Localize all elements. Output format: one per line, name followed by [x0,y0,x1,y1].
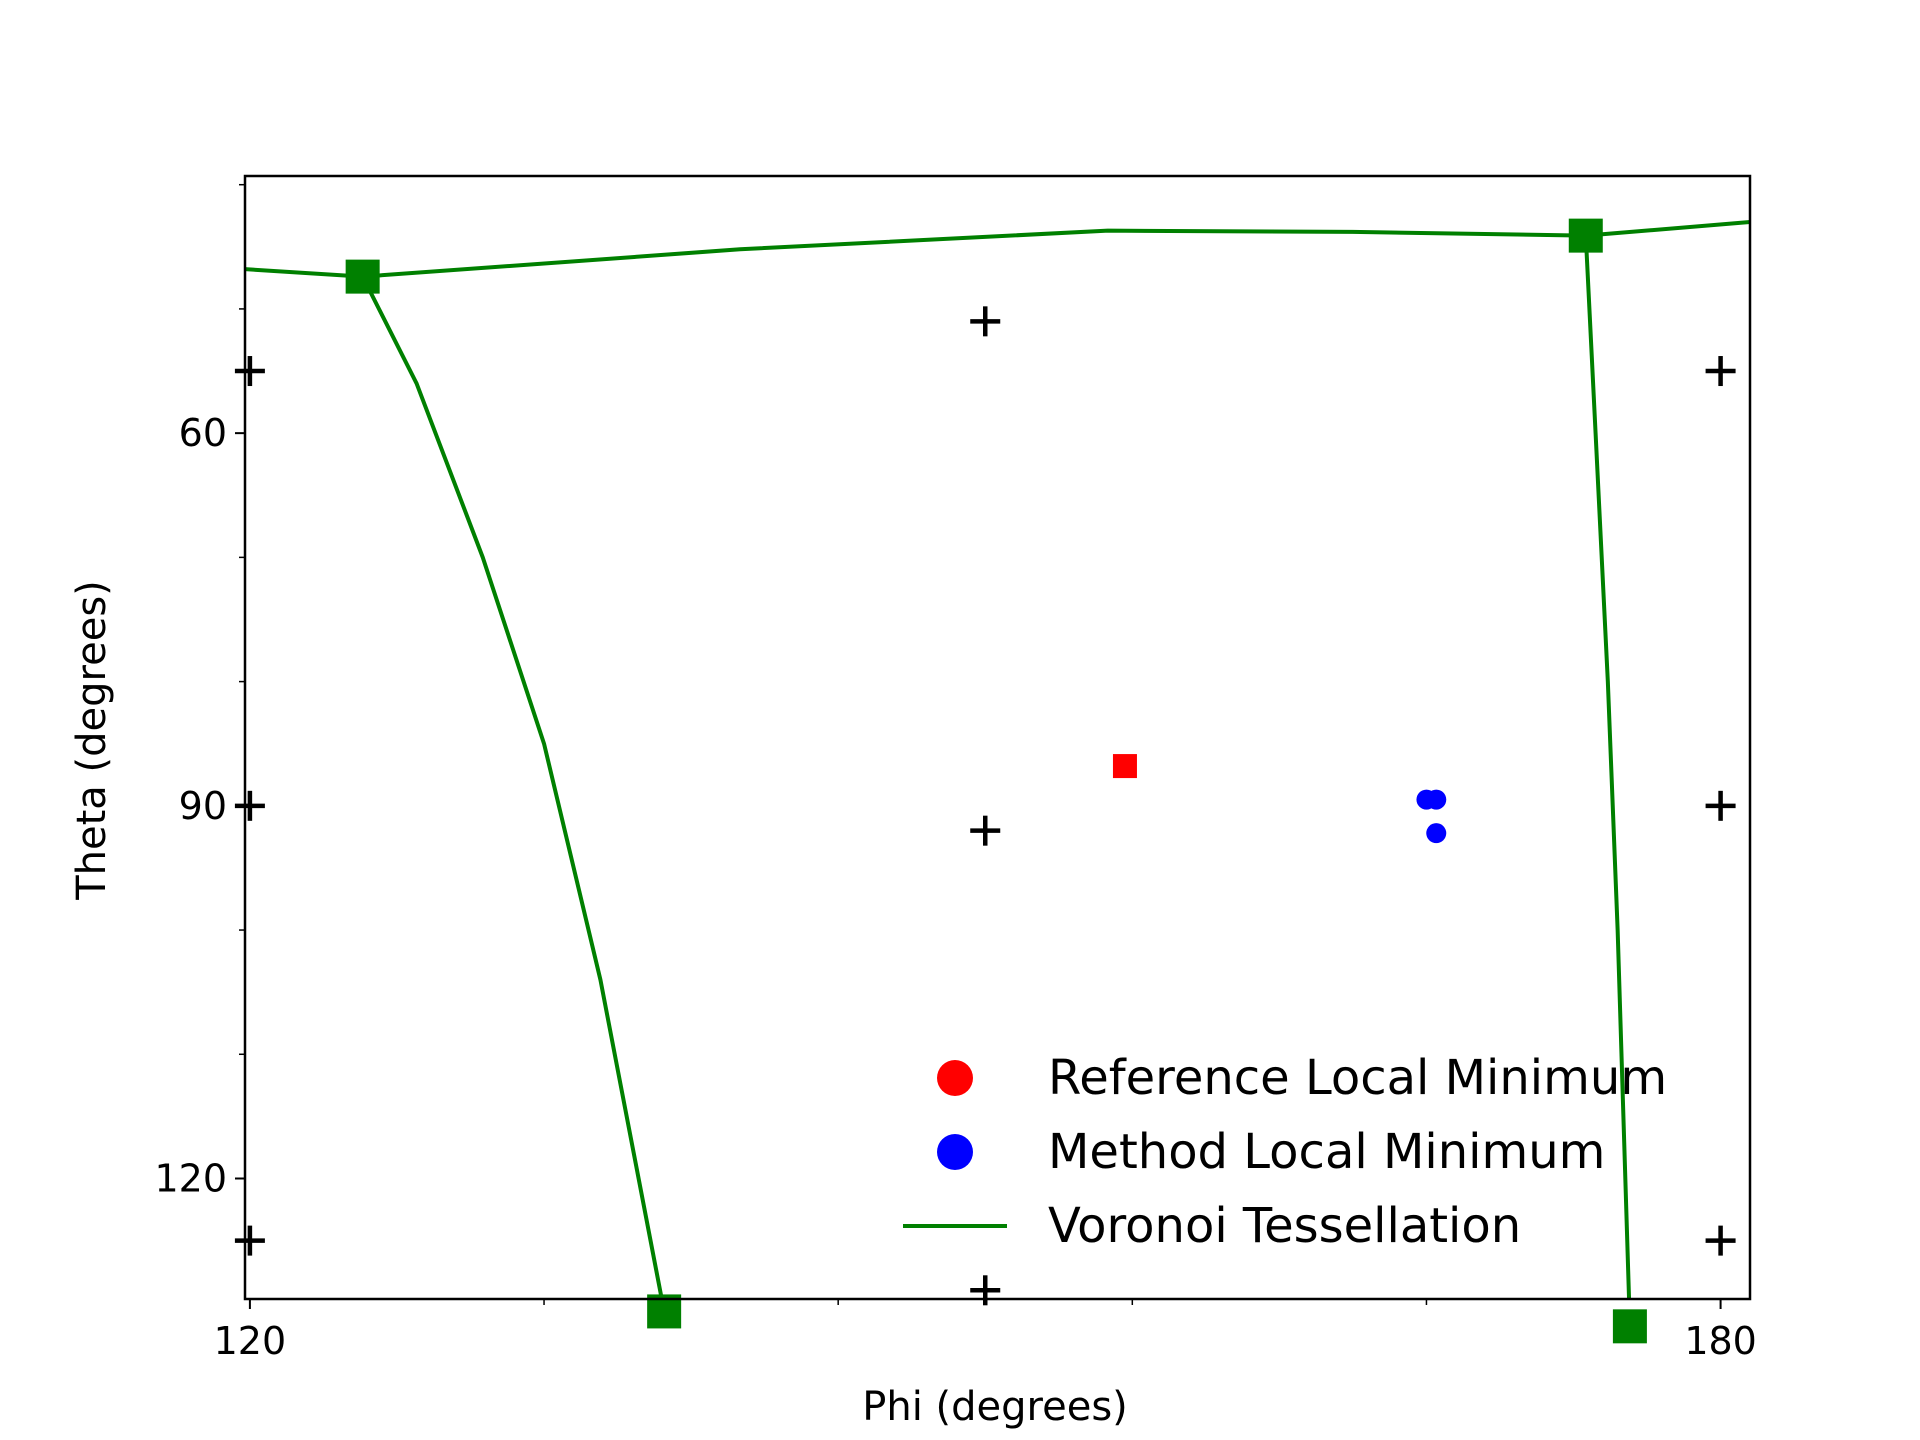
axes-frame [243,174,1752,1301]
voronoi-edge [245,267,363,279]
x-axis-label: Phi (degrees) [862,1384,1128,1430]
legend-label: Reference Local Minimum [1048,1050,1667,1106]
y-tick-label: 120 [154,1157,227,1201]
y-axis-label: Theta (degrees) [69,580,115,901]
site-marker [970,815,1001,846]
axes: 120 180 60 90 120 [154,174,1757,1363]
legend: Reference Local Minimum Method Local Mini… [903,1050,1667,1254]
legend-marker-swatch [937,1134,973,1170]
site-marker [1705,356,1736,387]
voronoi-edge [1583,235,1632,1299]
voronoi-vertex [1612,1309,1647,1344]
site-marker [970,1275,1001,1306]
x-tick-label: 120 [214,1319,287,1363]
site-marker [1705,790,1736,821]
site-marker [234,356,265,387]
voronoi-vertex [345,259,380,294]
voronoi-vertex [1568,218,1603,253]
voronoi-edge [362,228,1586,279]
voronoi-edge [1585,219,1750,238]
legend-label: Method Local Minimum [1048,1124,1605,1180]
method-minimum-point [1426,789,1447,810]
x-tick-label: 180 [1684,1319,1757,1363]
site-marker [970,306,1001,337]
method-minimum-point [1426,823,1447,844]
plot-content [245,219,1750,1299]
plot-area [234,218,1750,1344]
voronoi-edge [360,275,664,1299]
reference-minimum-point [1112,754,1137,779]
y-tick-label: 60 [179,411,227,455]
site-marker [1705,1225,1736,1256]
site-marker [234,1225,265,1256]
legend-label: Voronoi Tessellation [1048,1198,1521,1254]
legend-marker-swatch [937,1060,973,1096]
y-tick-label: 90 [179,784,227,828]
